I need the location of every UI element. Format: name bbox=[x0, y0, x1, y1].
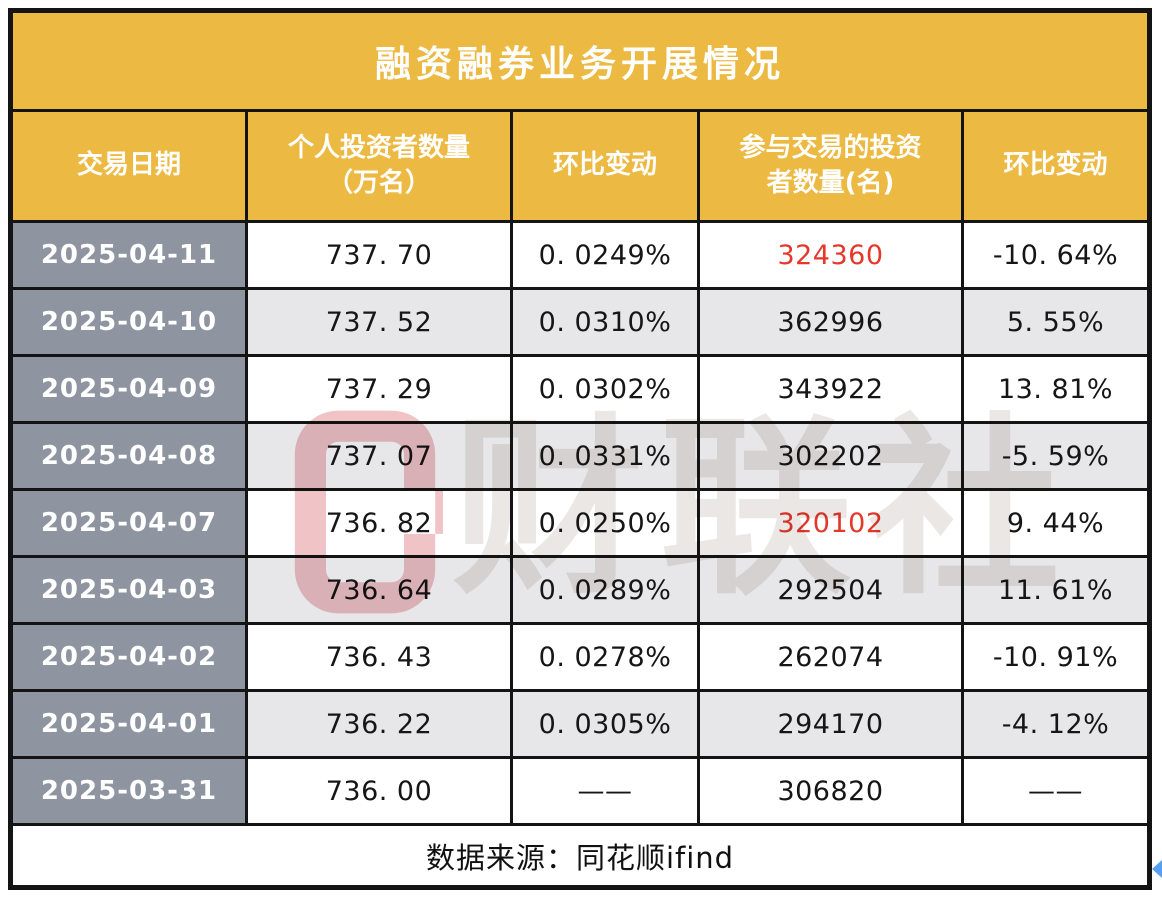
header-line: 交易日期 bbox=[76, 150, 181, 181]
date-cell: 2025-04-07 bbox=[13, 491, 245, 555]
header-line: 者数量(名) bbox=[766, 168, 895, 198]
header-mom-change-2: 环比变动 bbox=[964, 112, 1147, 220]
investors-mom-change-cell: 0. 0249% bbox=[513, 223, 697, 287]
investors-count-cell: 736. 82 bbox=[248, 491, 510, 555]
investors-mom-change-cell: 0. 0331% bbox=[513, 424, 697, 488]
participants-mom-change-cell: —— bbox=[964, 759, 1147, 823]
header-individual-investors: 个人投资者数量 （万名） bbox=[248, 112, 510, 220]
investors-count-cell: 737. 52 bbox=[248, 290, 510, 354]
participants-mom-change-cell: -10. 64% bbox=[964, 223, 1147, 287]
investors-count-cell: 736. 43 bbox=[248, 625, 510, 689]
investors-mom-change-cell: 0. 0289% bbox=[513, 558, 697, 622]
data-source-note: 数据来源：同花顺ifind bbox=[13, 826, 1147, 885]
investors-count-cell: 737. 29 bbox=[248, 357, 510, 421]
participants-count-cell: 343922 bbox=[700, 357, 961, 421]
participants-count-cell: 324360 bbox=[700, 223, 961, 287]
header-mom-change-1: 环比变动 bbox=[513, 112, 697, 220]
date-cell: 2025-04-10 bbox=[13, 290, 245, 354]
participants-mom-change-cell: -10. 91% bbox=[964, 625, 1147, 689]
investors-count-cell: 736. 64 bbox=[248, 558, 510, 622]
investors-count-cell: 736. 22 bbox=[248, 692, 510, 756]
participants-count-cell: 362996 bbox=[700, 290, 961, 354]
header-line: 环比变动 bbox=[552, 150, 657, 181]
date-cell: 2025-04-03 bbox=[13, 558, 245, 622]
investors-count-cell: 737. 70 bbox=[248, 223, 510, 287]
participants-count-cell: 294170 bbox=[700, 692, 961, 756]
table-title: 融资融券业务开展情况 bbox=[13, 13, 1147, 109]
participants-count-cell: 302202 bbox=[700, 424, 961, 488]
participants-mom-change-cell: 13. 81% bbox=[964, 357, 1147, 421]
header-line: 个人投资者数量 bbox=[287, 132, 470, 163]
investors-mom-change-cell: 0. 0302% bbox=[513, 357, 697, 421]
header-line: 参与交易的投资 bbox=[739, 132, 922, 163]
participants-mom-change-cell: 5. 55% bbox=[964, 290, 1147, 354]
participants-count-cell: 320102 bbox=[700, 491, 961, 555]
cursor-pointer-icon bbox=[1152, 860, 1162, 878]
participants-count-cell: 262074 bbox=[700, 625, 961, 689]
participants-mom-change-cell: -4. 12% bbox=[964, 692, 1147, 756]
header-line: 环比变动 bbox=[1003, 150, 1108, 181]
investors-mom-change-cell: 0. 0310% bbox=[513, 290, 697, 354]
date-cell: 2025-04-11 bbox=[13, 223, 245, 287]
participants-count-cell: 306820 bbox=[700, 759, 961, 823]
investors-mom-change-cell: 0. 0305% bbox=[513, 692, 697, 756]
participants-mom-change-cell: 9. 44% bbox=[964, 491, 1147, 555]
header-participating-investors: 参与交易的投资 者数量(名) bbox=[700, 112, 961, 220]
date-cell: 2025-03-31 bbox=[13, 759, 245, 823]
participants-count-cell: 292504 bbox=[700, 558, 961, 622]
date-cell: 2025-04-01 bbox=[13, 692, 245, 756]
investors-count-cell: 737. 07 bbox=[248, 424, 510, 488]
header-trade-date: 交易日期 bbox=[13, 112, 245, 220]
investors-count-cell: 736. 00 bbox=[248, 759, 510, 823]
date-cell: 2025-04-09 bbox=[13, 357, 245, 421]
investors-mom-change-cell: 0. 0250% bbox=[513, 491, 697, 555]
margin-trading-table: 融资融券业务开展情况 交易日期 个人投资者数量 （万名） 环比变动 参与交易的投… bbox=[8, 8, 1152, 890]
investors-mom-change-cell: —— bbox=[513, 759, 697, 823]
header-line: （万名） bbox=[326, 168, 431, 198]
date-cell: 2025-04-08 bbox=[13, 424, 245, 488]
date-cell: 2025-04-02 bbox=[13, 625, 245, 689]
participants-mom-change-cell: -5. 59% bbox=[964, 424, 1147, 488]
investors-mom-change-cell: 0. 0278% bbox=[513, 625, 697, 689]
participants-mom-change-cell: 11. 61% bbox=[964, 558, 1147, 622]
